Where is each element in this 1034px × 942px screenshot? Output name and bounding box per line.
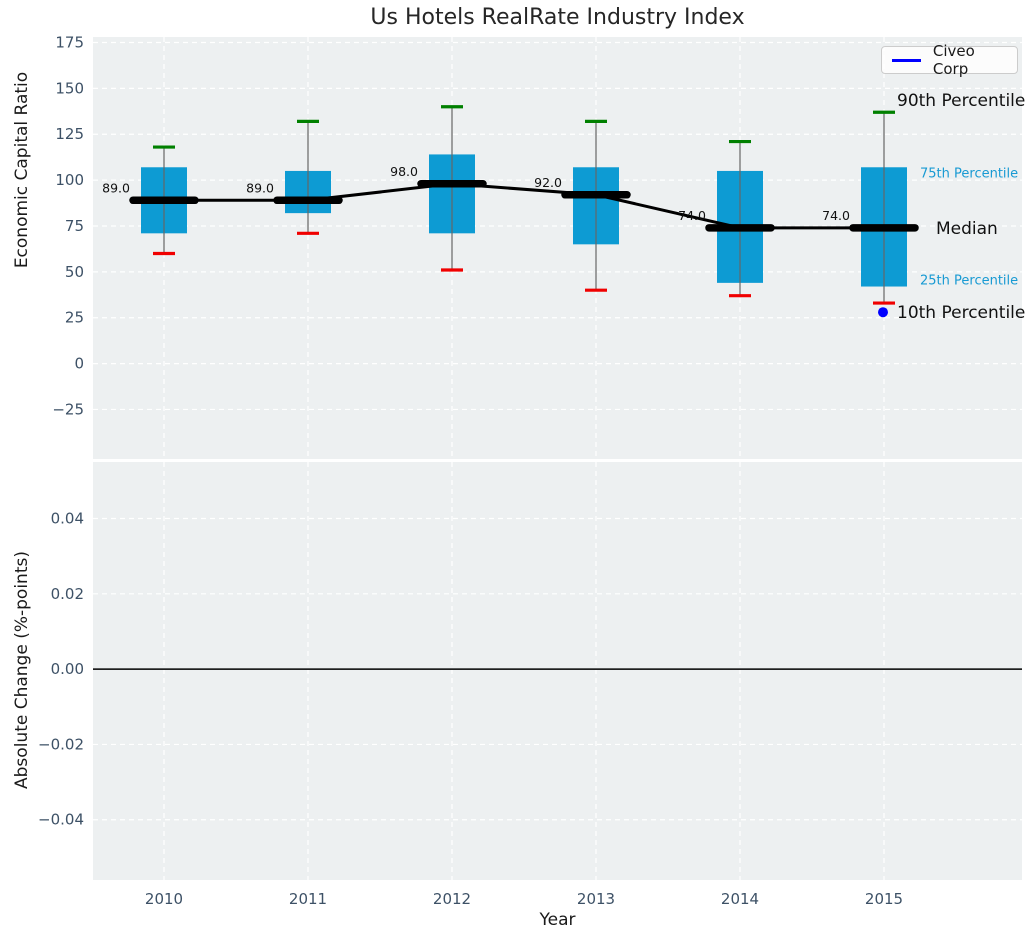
x-tick-label: 2010 [145,890,183,908]
civeo-corp-marker [878,307,888,318]
bottom-panel-background [93,462,1022,880]
y-tick-label: 50 [65,263,84,281]
x-tick-label: 2012 [433,890,471,908]
x-tick-label: 2011 [289,890,327,908]
legend-line-icon [892,58,921,62]
y-tick-label: 0.00 [51,660,84,678]
y-tick-label: 0.02 [51,585,84,603]
y-axis-label-economic-capital-ratio: Economic Capital Ratio [12,71,32,269]
median-value-label: 74.0 [678,208,706,223]
y-tick-label: 150 [55,79,84,97]
annotation-90th-percentile: 90th Percentile [897,91,1026,111]
x-tick-label: 2013 [577,890,615,908]
median-value-label: 98.0 [390,164,418,179]
y-tick-label: 0 [74,355,84,373]
y-tick-label: −0.04 [38,811,84,829]
y-tick-label: 125 [55,125,84,143]
chart-title: Us Hotels RealRate Industry Index [370,5,745,30]
x-axis-label-year: Year [539,910,576,930]
x-tick-label: 2015 [865,890,903,908]
y-tick-label: 175 [55,34,84,52]
annotation-25th-percentile: 25th Percentile [920,273,1019,289]
median-value-label: 92.0 [534,175,562,190]
y-tick-label: 0.04 [51,509,84,527]
y-axis-label-absolute-change: Absolute Change (%-points) [12,551,32,789]
y-tick-label: 100 [55,171,84,189]
x-tick-label: 2014 [721,890,759,908]
y-tick-label: −25 [52,400,84,418]
median-value-label: 89.0 [246,180,274,195]
legend: Civeo Corp [881,42,1018,78]
legend-label: Civeo Corp [932,42,975,78]
median-value-label: 89.0 [102,180,130,195]
y-tick-label: −0.02 [38,735,84,753]
annotation-median: Median [936,219,998,239]
annotation-10th-percentile: 10th Percentile [897,303,1026,323]
y-tick-label: 25 [65,309,84,327]
median-value-label: 74.0 [822,208,850,223]
y-tick-label: 75 [65,217,84,235]
annotation-75th-percentile: 75th Percentile [920,166,1019,182]
